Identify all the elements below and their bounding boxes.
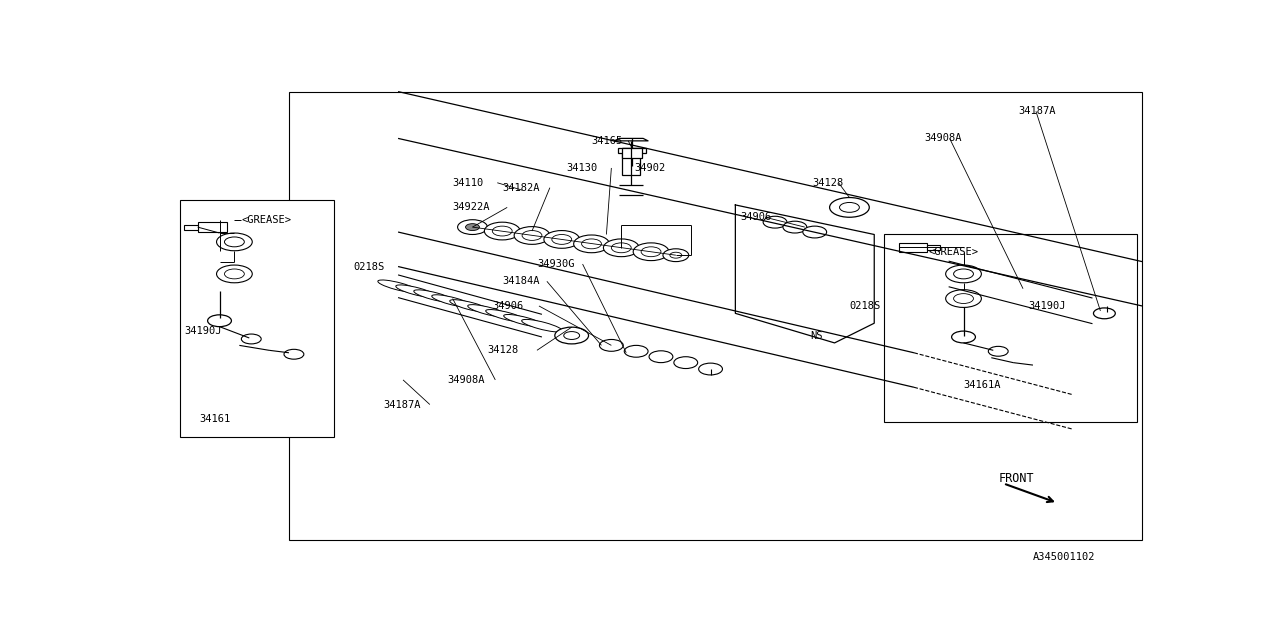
- Bar: [289, 92, 1142, 540]
- Text: 34902: 34902: [634, 163, 666, 173]
- Circle shape: [673, 356, 698, 369]
- Circle shape: [599, 339, 623, 351]
- Circle shape: [603, 239, 639, 257]
- Circle shape: [946, 290, 982, 307]
- Text: 34922A: 34922A: [453, 202, 490, 212]
- Circle shape: [829, 198, 869, 217]
- Ellipse shape: [997, 285, 1043, 300]
- Text: 0218S: 0218S: [353, 262, 385, 271]
- Circle shape: [552, 234, 572, 244]
- Circle shape: [951, 331, 975, 343]
- Circle shape: [641, 247, 660, 257]
- Bar: [618, 148, 646, 153]
- Circle shape: [783, 221, 806, 233]
- Text: 34130: 34130: [567, 163, 598, 173]
- Text: A345001102: A345001102: [1033, 552, 1096, 563]
- Bar: [184, 225, 197, 230]
- Circle shape: [803, 226, 827, 238]
- Bar: [179, 200, 334, 436]
- Text: 34161A: 34161A: [964, 380, 1001, 390]
- Text: 34161: 34161: [200, 414, 230, 424]
- Text: 34187A: 34187A: [383, 399, 421, 410]
- Circle shape: [946, 265, 982, 283]
- Text: 34110: 34110: [453, 178, 484, 188]
- Text: 34187A: 34187A: [1018, 106, 1056, 116]
- Ellipse shape: [979, 281, 1025, 294]
- Text: 34906: 34906: [493, 301, 524, 311]
- Ellipse shape: [396, 285, 436, 298]
- Circle shape: [207, 315, 232, 326]
- Ellipse shape: [467, 305, 508, 317]
- Text: FRONT: FRONT: [998, 472, 1034, 485]
- Circle shape: [840, 202, 859, 212]
- Bar: [927, 245, 940, 250]
- Text: 34128: 34128: [813, 178, 844, 188]
- Circle shape: [954, 269, 974, 279]
- Text: 34908A: 34908A: [924, 133, 961, 143]
- Circle shape: [484, 222, 520, 240]
- Bar: [899, 243, 927, 252]
- Circle shape: [216, 265, 252, 283]
- Bar: [197, 222, 228, 232]
- Circle shape: [612, 243, 631, 253]
- Text: 34930G: 34930G: [538, 259, 575, 269]
- Bar: [622, 148, 643, 158]
- Circle shape: [224, 237, 244, 247]
- Ellipse shape: [504, 314, 544, 327]
- Ellipse shape: [378, 280, 419, 292]
- Ellipse shape: [522, 319, 562, 332]
- Text: 34184A: 34184A: [502, 276, 540, 286]
- Circle shape: [284, 349, 303, 359]
- Circle shape: [1093, 308, 1115, 319]
- Text: 34190J: 34190J: [1028, 301, 1065, 311]
- Circle shape: [515, 227, 550, 244]
- Bar: [622, 148, 640, 175]
- Circle shape: [242, 334, 261, 344]
- Circle shape: [625, 346, 648, 357]
- Circle shape: [634, 243, 669, 260]
- Circle shape: [216, 233, 252, 251]
- Text: 34906: 34906: [740, 212, 772, 222]
- Ellipse shape: [1033, 295, 1080, 308]
- Text: <GREASE>: <GREASE>: [242, 214, 292, 225]
- Ellipse shape: [485, 310, 526, 322]
- Ellipse shape: [449, 300, 490, 312]
- Circle shape: [573, 235, 609, 253]
- Ellipse shape: [925, 267, 972, 281]
- Ellipse shape: [961, 276, 1007, 290]
- Text: <GREASE>: <GREASE>: [929, 247, 979, 257]
- Circle shape: [544, 230, 580, 248]
- Circle shape: [224, 269, 244, 279]
- Circle shape: [563, 332, 580, 339]
- Ellipse shape: [431, 295, 472, 307]
- Text: 34190J: 34190J: [184, 326, 223, 335]
- Circle shape: [763, 216, 787, 228]
- Circle shape: [458, 220, 488, 234]
- Circle shape: [663, 249, 689, 262]
- Circle shape: [1096, 312, 1119, 324]
- Circle shape: [581, 239, 602, 249]
- Circle shape: [699, 363, 722, 375]
- Text: 34165: 34165: [591, 136, 623, 146]
- Circle shape: [954, 294, 974, 303]
- Circle shape: [493, 226, 512, 236]
- Circle shape: [466, 223, 480, 230]
- Bar: [884, 234, 1137, 422]
- Circle shape: [522, 230, 541, 241]
- Circle shape: [649, 351, 673, 363]
- Text: 34128: 34128: [488, 346, 518, 355]
- Text: NS: NS: [810, 330, 822, 340]
- Circle shape: [554, 327, 589, 344]
- Text: 0218S: 0218S: [850, 301, 881, 311]
- Text: 34182A: 34182A: [502, 182, 540, 193]
- Ellipse shape: [943, 272, 989, 285]
- Ellipse shape: [1069, 304, 1116, 317]
- Ellipse shape: [1015, 290, 1061, 304]
- Ellipse shape: [413, 290, 454, 302]
- Circle shape: [669, 252, 682, 258]
- Ellipse shape: [1051, 300, 1098, 313]
- Circle shape: [988, 346, 1009, 356]
- Text: 34908A: 34908A: [448, 375, 485, 385]
